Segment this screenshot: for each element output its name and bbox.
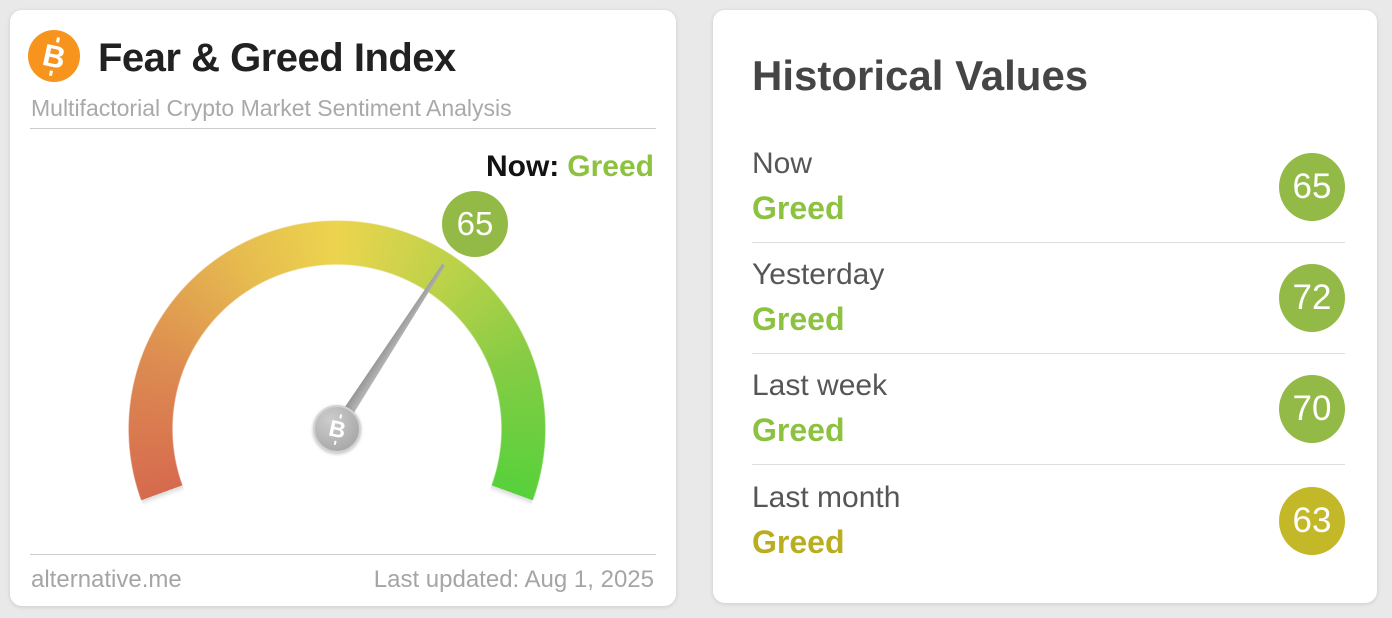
row-label: Last month — [752, 480, 901, 514]
row-label: Yesterday — [752, 258, 885, 291]
historical-rows: Now Greed 65 Yesterday Greed 72 Last wee… — [752, 132, 1345, 576]
historical-row-last-week: Last week Greed 70 — [752, 354, 1345, 465]
row-label: Now — [752, 147, 813, 180]
index-title: Fear & Greed Index — [98, 36, 456, 80]
row-label: Last week — [752, 369, 888, 402]
bitcoin-icon: B — [28, 30, 80, 82]
source-link[interactable]: alternative.me — [31, 566, 182, 593]
historical-row-yesterday: Yesterday Greed 72 — [752, 243, 1345, 354]
index-subtitle: Multifactorial Crypto Market Sentiment A… — [31, 95, 512, 121]
historical-values-title: Historical Values — [752, 52, 1089, 99]
historical-row-now: Now Greed 65 — [752, 132, 1345, 243]
value-badge: 63 — [1279, 486, 1345, 555]
historical-values-card: Historical Values Now Greed 65 Yesterday… — [713, 10, 1377, 603]
row-classification: Greed — [752, 412, 845, 448]
value-badge: 70 — [1279, 375, 1345, 443]
now-label: Now: — [485, 150, 560, 183]
gauge-hub-bitcoin-icon: B — [313, 405, 361, 453]
row-classification: Greed — [752, 301, 845, 337]
value-badge: 72 — [1279, 264, 1345, 332]
last-updated-text: Last updated: Aug 1, 2025 — [373, 566, 654, 593]
footer-divider — [30, 554, 656, 555]
index-footer: alternative.me Last updated: Aug 1, 2025 — [31, 566, 654, 594]
value-badge: 65 — [1279, 153, 1345, 221]
now-status: Now: Greed — [486, 150, 654, 184]
header-divider — [30, 128, 656, 129]
now-classification: Greed — [567, 150, 654, 183]
row-classification: Greed — [752, 190, 845, 226]
fear-greed-index-card: B Fear & Greed Index Multifactorial Cryp… — [10, 10, 676, 606]
gauge-value-badge: 65 — [442, 191, 508, 257]
row-classification: Greed — [752, 523, 845, 560]
historical-row-last-month: Last month Greed 63 — [752, 465, 1345, 576]
